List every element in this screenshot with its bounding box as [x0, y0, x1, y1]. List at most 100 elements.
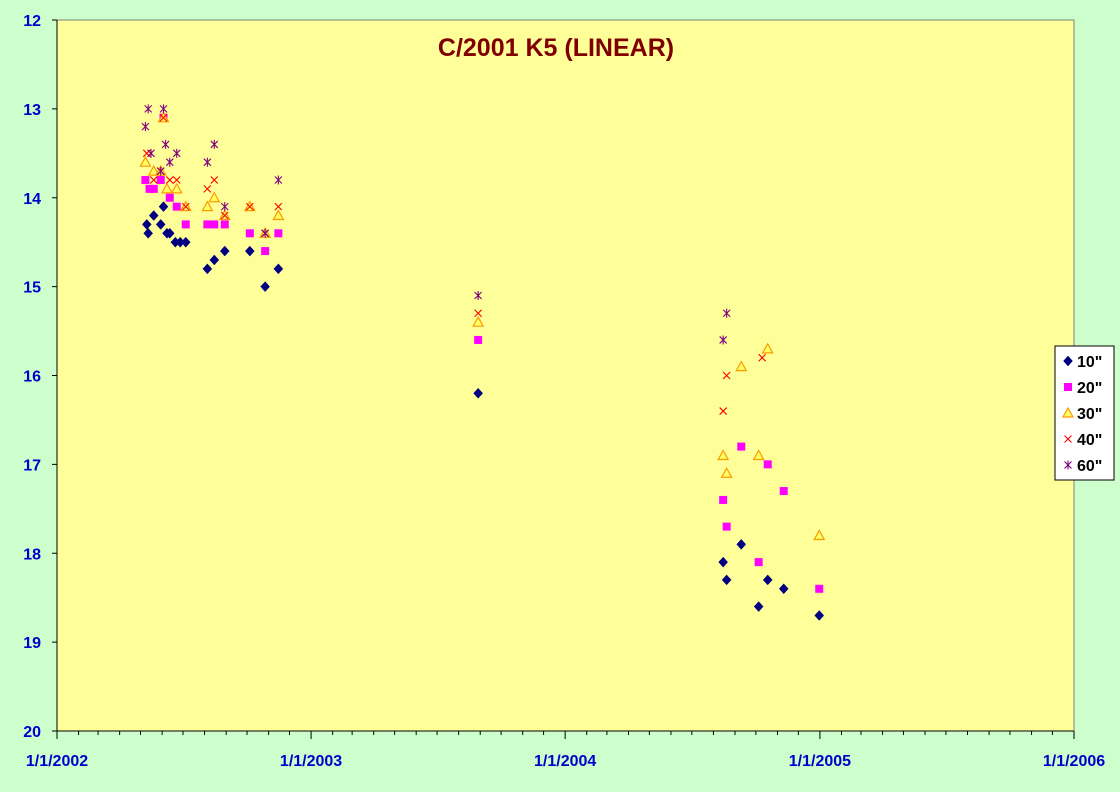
data-point [260, 281, 270, 292]
legend-marker [1064, 460, 1072, 470]
legend-label: 20" [1077, 380, 1102, 397]
data-point [722, 371, 731, 380]
legend-label: 60" [1077, 458, 1102, 475]
data-point [159, 104, 168, 114]
x-tick-label: 1/1/2004 [534, 753, 596, 770]
data-point [219, 245, 230, 257]
data-point [814, 610, 825, 621]
data-point [148, 210, 159, 221]
data-point [147, 164, 160, 176]
data-point [161, 139, 170, 149]
data-point [201, 200, 214, 212]
data-point [220, 211, 229, 220]
y-tick-label: 20 [23, 724, 41, 741]
legend-label: 30" [1077, 406, 1102, 423]
legend-marker [1064, 435, 1072, 443]
data-point [779, 487, 788, 496]
data-point [274, 202, 283, 211]
data-point [220, 202, 229, 212]
data-point [719, 407, 728, 415]
data-point [474, 291, 483, 301]
data-point [208, 191, 221, 203]
data-point [244, 245, 255, 257]
data-point [165, 176, 174, 184]
data-point [181, 220, 190, 229]
data-point [717, 449, 730, 461]
data-point [720, 467, 733, 478]
data-point [165, 193, 174, 202]
y-tick-label: 19 [23, 635, 41, 652]
data-point [149, 176, 158, 184]
data-point [144, 104, 153, 114]
data-point [753, 601, 764, 612]
data-point [141, 122, 150, 132]
data-point [761, 342, 774, 354]
x-tick-label: 1/1/2003 [280, 753, 342, 770]
data-point [202, 263, 213, 275]
data-point [473, 387, 483, 399]
data-point [165, 157, 174, 167]
series-0 [141, 201, 825, 621]
data-point [203, 157, 212, 167]
x-tick-label: 1/1/2002 [26, 753, 88, 770]
series-1 [141, 113, 824, 593]
data-point [245, 202, 254, 211]
legend-label: 10" [1077, 354, 1102, 371]
data-point [736, 538, 747, 550]
y-tick-label: 15 [23, 280, 41, 297]
data-point [149, 184, 158, 193]
data-point [758, 353, 767, 362]
y-tick-label: 14 [23, 191, 41, 208]
data-point [721, 574, 732, 586]
data-point [737, 442, 746, 451]
y-tick-label: 17 [23, 457, 41, 474]
data-point [141, 219, 152, 230]
data-point [156, 175, 165, 184]
y-tick-label: 16 [23, 369, 41, 386]
data-point [155, 219, 166, 230]
data-point [145, 184, 154, 193]
data-point [143, 227, 154, 239]
data-point [210, 220, 219, 229]
data-point [272, 209, 285, 221]
data-point [209, 254, 220, 266]
data-point [158, 201, 169, 213]
data-point [220, 220, 229, 229]
data-point [139, 155, 152, 167]
data-point [203, 220, 212, 229]
data-point [141, 175, 150, 184]
data-point [722, 308, 731, 318]
data-point [159, 113, 168, 122]
data-point [172, 202, 181, 211]
data-point [164, 227, 175, 239]
data-point [722, 522, 731, 531]
legend: 10" 20" 30" 40" 60" [1054, 345, 1115, 481]
y-tick-label: 12 [23, 13, 41, 30]
data-point [763, 460, 772, 469]
y-tick-label: 13 [23, 102, 41, 119]
data-point [156, 166, 165, 176]
data-point [472, 315, 485, 327]
data-point [274, 229, 283, 238]
y-tick-label: 18 [23, 546, 41, 563]
data-point [474, 335, 483, 344]
data-point [719, 335, 728, 345]
data-point [752, 449, 765, 461]
data-point [762, 574, 773, 586]
x-tick-label: 1/1/2005 [789, 753, 851, 770]
data-point [210, 176, 219, 184]
data-point [719, 495, 728, 504]
legend-marker [1061, 406, 1075, 418]
chart-title: C/2001 K5 (LINEAR) [438, 34, 674, 62]
data-point [735, 360, 748, 372]
data-point [172, 148, 181, 158]
legend-label: 40" [1077, 432, 1102, 449]
data-point [210, 139, 219, 149]
data-point [261, 228, 270, 238]
data-point [474, 309, 483, 318]
data-point [274, 175, 283, 185]
data-point [181, 202, 190, 211]
legend-marker [1063, 355, 1073, 367]
x-tick-label: 1/1/2006 [1043, 753, 1105, 770]
